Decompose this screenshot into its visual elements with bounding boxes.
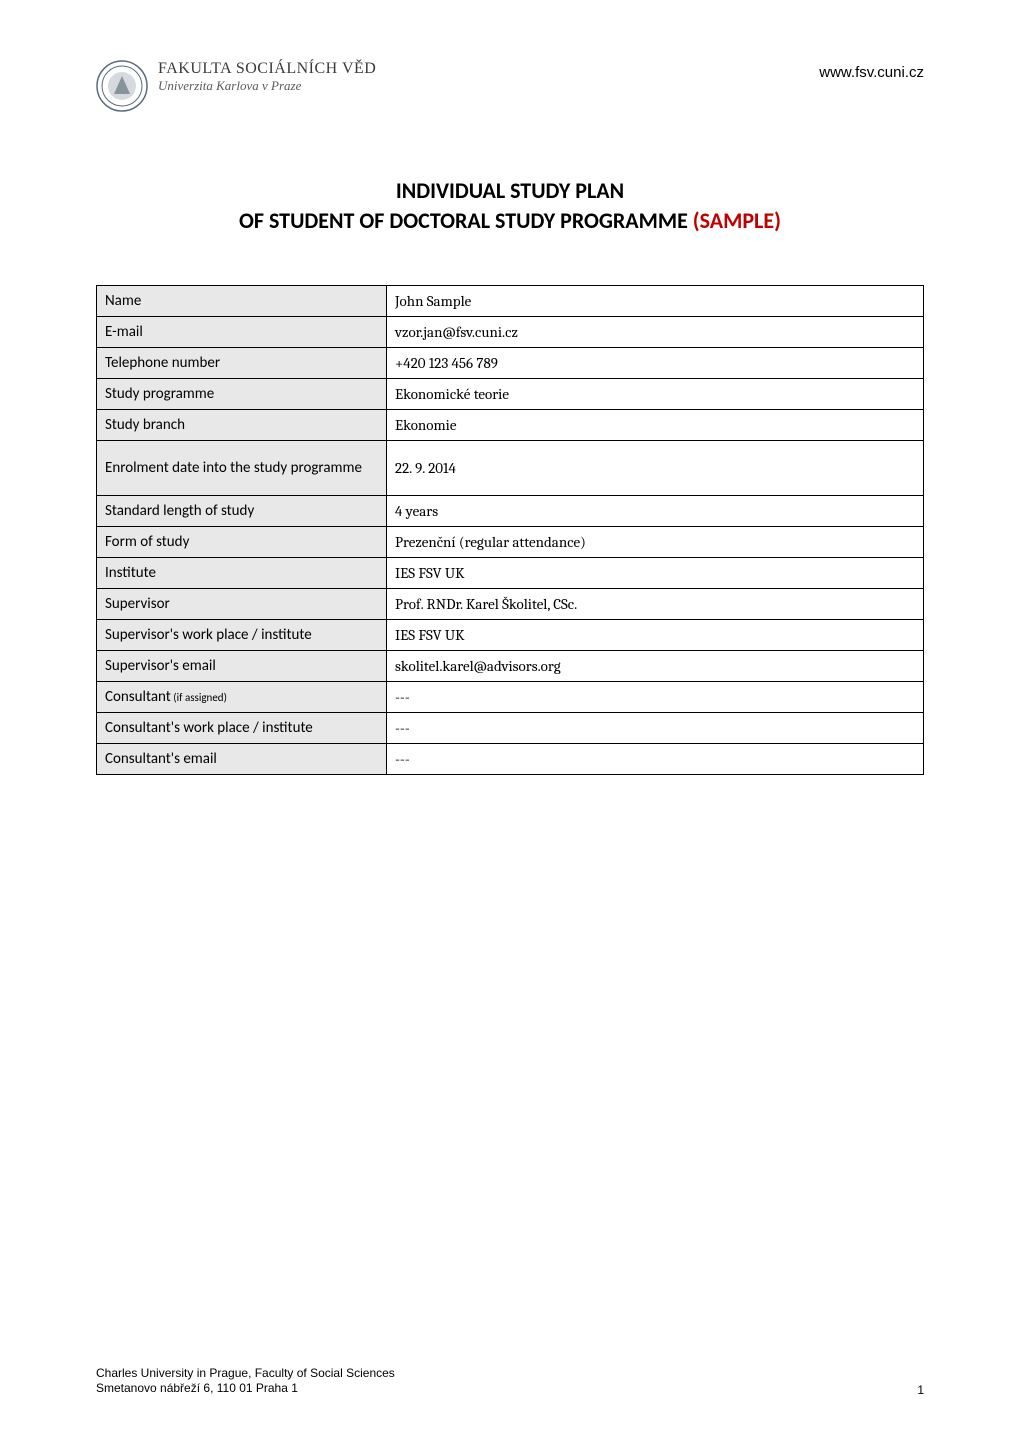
label-name: Name (97, 286, 387, 317)
label-institute: Institute (97, 558, 387, 589)
title-line-1: INDIVIDUAL STUDY PLAN (96, 176, 924, 206)
table-row: Supervisor's work place / instituteIES F… (97, 620, 924, 651)
label-standard-length: Standard length of study (97, 496, 387, 527)
table-row: Form of studyPrezenční (regular attendan… (97, 527, 924, 558)
footer-address-line-2: Smetanovo nábřeží 6, 110 01 Praha 1 (96, 1381, 395, 1397)
label-supervisor-email: Supervisor's email (97, 651, 387, 682)
faculty-name-block: FAKULTA SOCIÁLNÍCH VĚD Univerzita Karlov… (158, 58, 376, 94)
label-study-branch: Study branch (97, 410, 387, 441)
value-email: vzor.jan@fsv.cuni.cz (387, 317, 924, 348)
value-consultant: --- (387, 682, 924, 713)
label-supervisor-workplace: Supervisor's work place / institute (97, 620, 387, 651)
table-row: SupervisorProf. RNDr. Karel Školitel, CS… (97, 589, 924, 620)
table-body: NameJohn Sample E-mailvzor.jan@fsv.cuni.… (97, 286, 924, 775)
table-row: Consultant's email--- (97, 744, 924, 775)
website-url: www.fsv.cuni.cz (819, 58, 924, 81)
page-number: 1 (917, 1383, 924, 1397)
table-row: Standard length of study4 years (97, 496, 924, 527)
page-header: FAKULTA SOCIÁLNÍCH VĚD Univerzita Karlov… (96, 58, 924, 114)
table-row: Enrolment date into the study programme2… (97, 441, 924, 496)
label-enrolment-date: Enrolment date into the study programme (97, 441, 387, 496)
document-page: FAKULTA SOCIÁLNÍCH VĚD Univerzita Karlov… (0, 0, 1020, 1443)
title-sample-marker: (SAMPLE) (688, 207, 781, 234)
value-form-of-study: Prezenční (regular attendance) (387, 527, 924, 558)
table-row: Study programmeEkonomické teorie (97, 379, 924, 410)
label-form-of-study: Form of study (97, 527, 387, 558)
table-row: NameJohn Sample (97, 286, 924, 317)
table-row: InstituteIES FSV UK (97, 558, 924, 589)
label-consultant-workplace: Consultant's work place / institute (97, 713, 387, 744)
value-supervisor-workplace: IES FSV UK (387, 620, 924, 651)
university-seal-icon (96, 58, 148, 114)
value-telephone: +420 123 456 789 (387, 348, 924, 379)
value-consultant-workplace: --- (387, 713, 924, 744)
document-title: INDIVIDUAL STUDY PLAN OF STUDENT OF DOCT… (96, 176, 924, 235)
footer-address: Charles University in Prague, Faculty of… (96, 1366, 395, 1397)
table-row: Telephone number+420 123 456 789 (97, 348, 924, 379)
table-row: Consultant's work place / institute--- (97, 713, 924, 744)
value-study-branch: Ekonomie (387, 410, 924, 441)
value-institute: IES FSV UK (387, 558, 924, 589)
value-consultant-email: --- (387, 744, 924, 775)
label-telephone: Telephone number (97, 348, 387, 379)
value-name: John Sample (387, 286, 924, 317)
label-supervisor: Supervisor (97, 589, 387, 620)
value-enrolment-date: 22. 9. 2014 (387, 441, 924, 496)
value-supervisor-email: skolitel.karel@advisors.org (387, 651, 924, 682)
page-footer: Charles University in Prague, Faculty of… (96, 1366, 924, 1397)
table-row: Study branchEkonomie (97, 410, 924, 441)
header-left: FAKULTA SOCIÁLNÍCH VĚD Univerzita Karlov… (96, 58, 376, 114)
value-standard-length: 4 years (387, 496, 924, 527)
table-row: Consultant (if assigned)--- (97, 682, 924, 713)
value-study-programme: Ekonomické teorie (387, 379, 924, 410)
table-row: Supervisor's emailskolitel.karel@advisor… (97, 651, 924, 682)
value-supervisor: Prof. RNDr. Karel Školitel, CSc. (387, 589, 924, 620)
footer-address-line-1: Charles University in Prague, Faculty of… (96, 1366, 395, 1382)
title-line-2: OF STUDENT OF DOCTORAL STUDY PROGRAMME (239, 207, 688, 234)
label-study-programme: Study programme (97, 379, 387, 410)
university-name: Univerzita Karlova v Praze (158, 78, 376, 94)
faculty-name: FAKULTA SOCIÁLNÍCH VĚD (158, 60, 376, 78)
label-consultant-email: Consultant's email (97, 744, 387, 775)
label-email: E-mail (97, 317, 387, 348)
label-consultant: Consultant (if assigned) (97, 682, 387, 713)
study-plan-info-table: NameJohn Sample E-mailvzor.jan@fsv.cuni.… (96, 285, 924, 775)
table-row: E-mailvzor.jan@fsv.cuni.cz (97, 317, 924, 348)
